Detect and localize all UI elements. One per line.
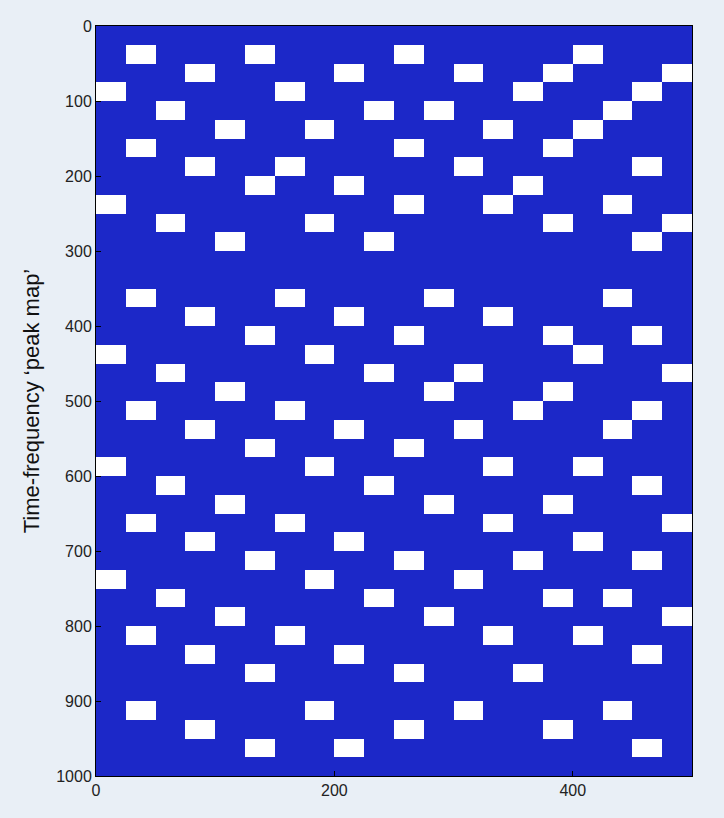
svg-text:100: 100 — [65, 93, 92, 110]
svg-text:900: 900 — [65, 693, 92, 710]
svg-text:200: 200 — [321, 782, 348, 799]
svg-text:Time-frequency ‘peak map’: Time-frequency ‘peak map’ — [19, 269, 44, 534]
svg-text:0: 0 — [83, 18, 92, 35]
svg-text:800: 800 — [65, 618, 92, 635]
svg-text:300: 300 — [65, 243, 92, 260]
svg-text:1000: 1000 — [56, 768, 92, 785]
svg-text:200: 200 — [65, 168, 92, 185]
svg-text:0: 0 — [92, 782, 101, 799]
svg-text:400: 400 — [559, 782, 586, 799]
svg-text:400: 400 — [65, 318, 92, 335]
svg-text:700: 700 — [65, 543, 92, 560]
svg-text:500: 500 — [65, 393, 92, 410]
svg-text:600: 600 — [65, 468, 92, 485]
